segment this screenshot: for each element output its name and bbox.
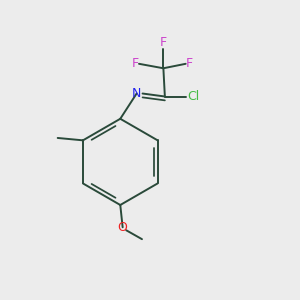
Text: O: O — [118, 221, 128, 234]
Text: F: F — [160, 36, 167, 49]
Text: F: F — [132, 57, 139, 70]
Text: Cl: Cl — [187, 90, 200, 103]
Text: N: N — [132, 87, 141, 100]
Text: F: F — [186, 57, 193, 70]
